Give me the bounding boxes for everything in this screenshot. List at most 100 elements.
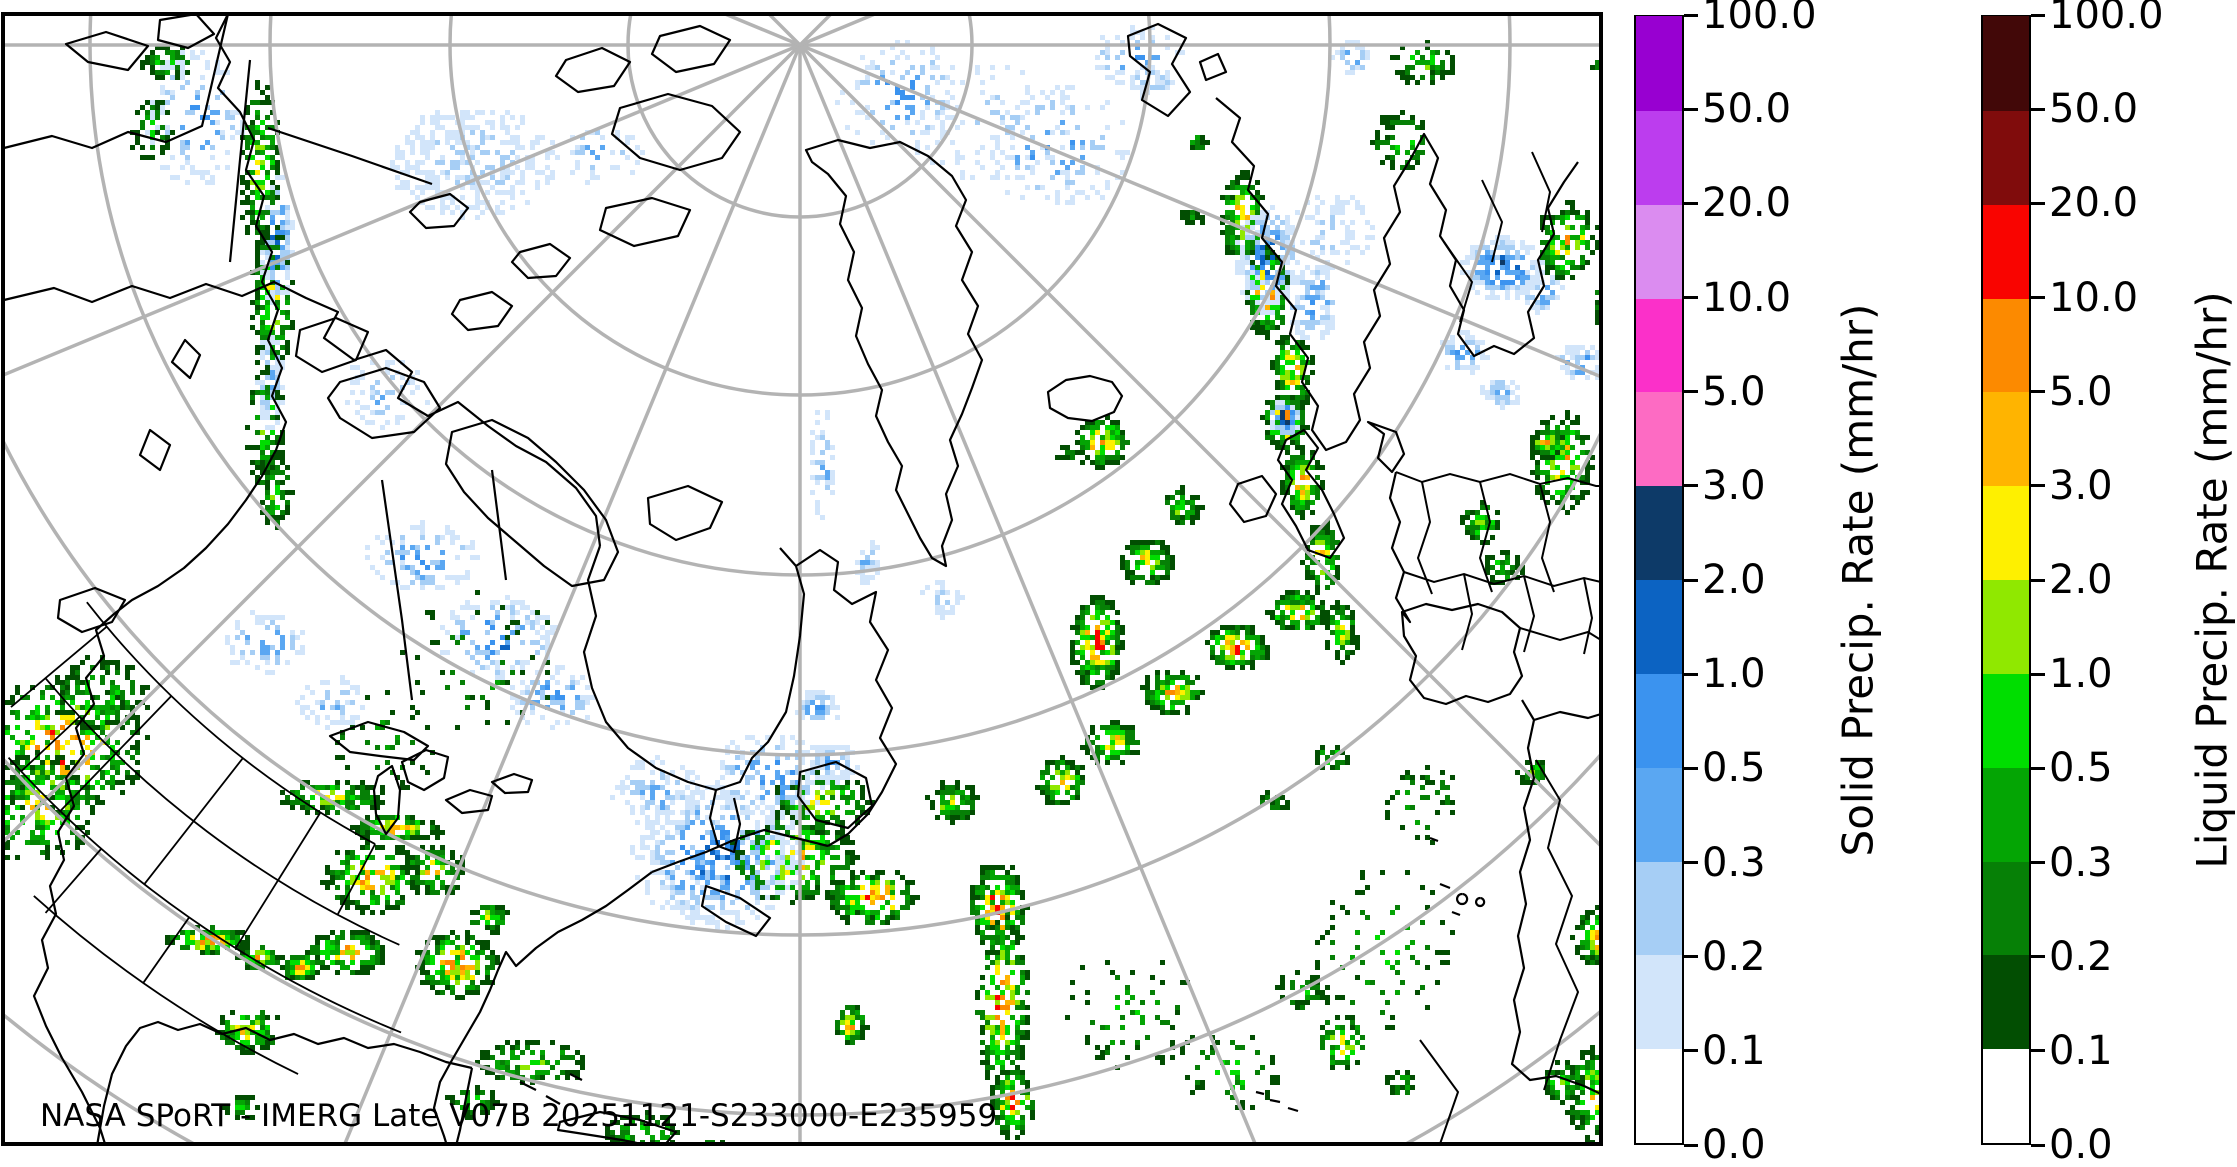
precip-pixels: [1395, 775, 1450, 830]
precip-pixels: [570, 130, 645, 185]
precip-pixels: [420, 865, 445, 875]
state-border-radial: [143, 757, 244, 885]
precip-pixels: [995, 895, 1005, 925]
precip-pixels: [585, 145, 605, 160]
precip-pixels: [295, 965, 305, 970]
precip-pixels: [1225, 640, 1250, 655]
precip-pixels: [345, 945, 350, 950]
precip-pixels: [1005, 1080, 1030, 1115]
precip-pixels: [1300, 475, 1310, 500]
precip-pixels: [1285, 355, 1300, 385]
precip-pixels: [1565, 235, 1570, 245]
precip-pixels: [1580, 915, 1601, 960]
precip-pixels: [995, 995, 1000, 1010]
precip-pixels: [370, 375, 410, 415]
state-border-radial: [234, 812, 322, 949]
precip-pixels: [815, 750, 850, 775]
precip-pixels: [1315, 540, 1335, 575]
colorbar-segment: [1983, 860, 2029, 956]
liquid-colorbar-axis-label: Liquid Precip. Rate (mm/hr): [2187, 291, 2237, 869]
precip-pixels: [1085, 725, 1140, 760]
colorbar-tick-label: 0.3: [2049, 839, 2113, 886]
coastline-path: [1510, 699, 1601, 1095]
precip-pixels: [1455, 350, 1460, 355]
colorbar-segment: [1983, 954, 2029, 1050]
precip-pixels: [140, 105, 165, 150]
precip-pixels: [700, 870, 705, 875]
precip-pixels: [3, 750, 100, 860]
precip-pixels: [1340, 50, 1365, 70]
meridian-line: [3, 43, 801, 378]
meridian-line: [798, 44, 1258, 1144]
map-frame: [1, 12, 1603, 1146]
precip-pixels: [440, 595, 560, 680]
precip-pixels: [485, 915, 490, 920]
precip-pixels: [940, 785, 975, 820]
border-path: [1519, 627, 1601, 642]
precip-pixels: [820, 465, 830, 480]
precip-layer: [3, 25, 1630, 1160]
precip-pixels: [1095, 630, 1105, 650]
precip-pixels: [1545, 440, 1550, 445]
precip-pixels: [1310, 215, 1335, 250]
precip-pixels: [1010, 1095, 1015, 1110]
precip-pixels: [1290, 270, 1335, 330]
precip-pixels: [1425, 65, 1430, 70]
precip-pixels: [715, 1150, 720, 1155]
precip-pixels: [1330, 1035, 1355, 1050]
precip-pixels: [340, 950, 360, 960]
precip-pixels: [35, 725, 80, 750]
precip-pixels: [1325, 750, 1345, 770]
precip-pixels: [1295, 475, 1310, 495]
precip-pixels: [835, 40, 960, 155]
precip-pixels: [695, 1145, 715, 1160]
precip-pixels: [1595, 60, 1600, 70]
coastline-path: [444, 418, 620, 588]
precip-pixels: [1285, 605, 1315, 620]
precip-pixels: [935, 590, 950, 605]
precip-pixels: [815, 435, 830, 490]
precip-pixels: [280, 780, 385, 815]
colorbar-tick: [2031, 1049, 2045, 1053]
colorbar-tick-label: 50.0: [2049, 86, 2139, 133]
precip-pixels: [1545, 1065, 1575, 1100]
colorbar-segment: [1983, 297, 2029, 393]
precip-pixels: [1540, 440, 1545, 445]
precip-pixels: [885, 80, 915, 105]
precip-pixels: [1115, 1005, 1140, 1015]
border-path: [1403, 571, 1601, 588]
precip-pixels: [460, 615, 525, 660]
coastline-path: [1228, 428, 1346, 560]
precip-pixels: [1535, 435, 1555, 450]
colorbar-tick: [1684, 766, 1698, 770]
precip-pixels: [1565, 455, 1570, 460]
coastline-path: [326, 366, 442, 440]
precip-pixels: [255, 160, 260, 175]
precip-pixels: [350, 815, 445, 840]
colorbar-tick: [2031, 484, 2045, 488]
precip-pixels: [520, 680, 585, 715]
precip-pixels: [750, 830, 825, 885]
coastline-path: [1429, 836, 1486, 917]
meridian-line: [799, 14, 880, 47]
precip-pixels: [1390, 145, 1415, 155]
precip-pixels: [1515, 760, 1545, 785]
precip-pixels: [920, 580, 965, 620]
coastline-path: [708, 789, 742, 854]
precip-pixels: [1060, 780, 1065, 785]
precip-pixels: [1410, 55, 1435, 65]
precip-pixels: [735, 815, 850, 900]
precip-pixels: [1595, 935, 1600, 940]
state-border-grid: [7, 601, 402, 1075]
colorbar-segment: [1636, 16, 1682, 111]
precip-pixels: [1615, 1005, 1630, 1025]
precip-pixels: [805, 790, 835, 815]
coastline-path: [1126, 22, 1228, 118]
precip-pixels: [1490, 380, 1510, 405]
precip-pixels: [1525, 765, 1540, 780]
colorbar-tick-label: 0.3: [1702, 839, 1766, 886]
precip-pixels: [340, 720, 415, 775]
precip-pixels: [440, 950, 475, 975]
precip-pixels: [1600, 1010, 1601, 1015]
colorbar-tick-label: 0.0: [1702, 1122, 1766, 1167]
